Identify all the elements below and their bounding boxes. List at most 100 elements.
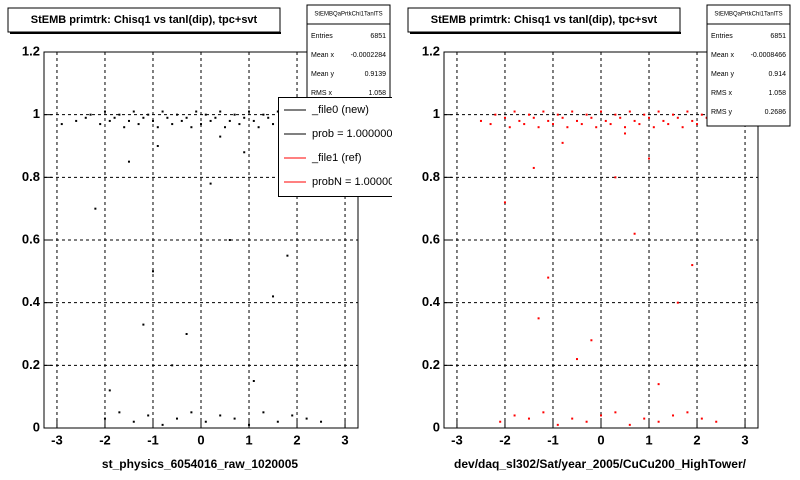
point — [662, 119, 665, 122]
stats-label: Entries — [311, 33, 333, 40]
point — [233, 113, 236, 116]
point — [672, 414, 675, 417]
point — [527, 417, 530, 420]
point — [657, 420, 660, 423]
point — [571, 417, 574, 420]
point — [108, 389, 111, 392]
chart-title: StEMB primtrk: Chisq1 vs tanl(dip), tpc+… — [31, 14, 258, 26]
point — [118, 113, 121, 116]
y-tick-label: 1 — [33, 106, 40, 121]
point — [614, 113, 617, 116]
point — [575, 358, 578, 361]
point — [614, 176, 617, 179]
x-tick-label: -2 — [99, 432, 111, 447]
point — [561, 141, 564, 144]
point — [224, 126, 227, 129]
point — [686, 411, 689, 414]
stats-value: 6851 — [770, 33, 786, 40]
point — [542, 411, 545, 414]
point — [513, 414, 516, 417]
y-tick-label: 0 — [33, 419, 40, 434]
point — [84, 116, 87, 119]
point — [537, 317, 540, 320]
point — [204, 113, 207, 116]
y-tick-label: 0.6 — [422, 231, 440, 246]
point — [700, 417, 703, 420]
stats-title: StEMBQaPrtkChi1TanlTS — [314, 12, 382, 18]
stats-value: 0.9139 — [365, 71, 387, 78]
point — [233, 417, 236, 420]
point — [672, 113, 675, 116]
point — [691, 119, 694, 122]
point — [518, 119, 521, 122]
legend-label: prob = 1.000000 — [312, 128, 392, 140]
point — [537, 126, 540, 129]
point — [200, 123, 202, 126]
chart-title: StEMB primtrk: Chisq1 vs tanl(dip), tpc+… — [431, 14, 658, 26]
point — [667, 123, 670, 126]
legend: _file0 (new) prob = 1.000000 _file1 (ref) p… — [278, 97, 392, 197]
point — [652, 126, 655, 129]
x-tick-label: -3 — [451, 432, 463, 447]
point — [214, 116, 217, 119]
point — [228, 239, 231, 241]
point — [156, 145, 159, 147]
point — [676, 301, 679, 304]
x-tick-label: 2 — [693, 432, 700, 447]
stats-value: -0.0002284 — [351, 52, 387, 59]
stats-label: Mean y — [711, 71, 734, 78]
point — [175, 113, 178, 116]
point — [161, 110, 164, 113]
x-axis-label: dev/daq_sl302/Sat/year_2005/CuCu200_High… — [454, 457, 747, 471]
point — [513, 110, 516, 113]
point — [219, 135, 222, 138]
point — [681, 126, 684, 129]
point — [166, 116, 169, 119]
point — [185, 116, 188, 119]
point — [142, 323, 145, 326]
point — [604, 119, 607, 122]
point — [248, 110, 251, 113]
point — [267, 116, 270, 119]
point — [89, 113, 92, 116]
point — [272, 123, 275, 126]
point — [243, 151, 246, 154]
point — [657, 383, 660, 386]
stats-label: RMS y — [711, 109, 733, 116]
point — [171, 364, 174, 367]
point — [60, 123, 63, 126]
point — [228, 119, 231, 122]
point — [132, 110, 135, 113]
point — [633, 119, 636, 122]
x-tick-label: -1 — [147, 432, 159, 447]
x-tick-label: 1 — [245, 432, 252, 447]
point — [108, 119, 111, 122]
point — [320, 420, 323, 423]
point — [151, 119, 154, 122]
point — [151, 270, 154, 273]
point — [113, 116, 116, 119]
point — [547, 276, 550, 279]
stats-value: 1.058 — [768, 90, 786, 97]
point — [585, 113, 588, 116]
point — [614, 411, 617, 414]
x-tick-label: 0 — [197, 432, 204, 447]
point — [161, 423, 164, 426]
x-tick-label: 3 — [741, 432, 748, 447]
x-tick-label: 0 — [597, 432, 604, 447]
point — [257, 126, 260, 129]
point — [532, 116, 535, 119]
point — [686, 110, 689, 113]
point — [103, 417, 106, 420]
point — [185, 333, 188, 335]
point — [276, 420, 279, 423]
point — [99, 123, 102, 126]
point — [209, 119, 212, 122]
point — [638, 123, 641, 126]
point — [503, 201, 506, 204]
point — [147, 113, 150, 116]
stats-label: RMS x — [311, 90, 333, 97]
point — [648, 157, 651, 160]
stats-value: 6851 — [370, 33, 386, 40]
